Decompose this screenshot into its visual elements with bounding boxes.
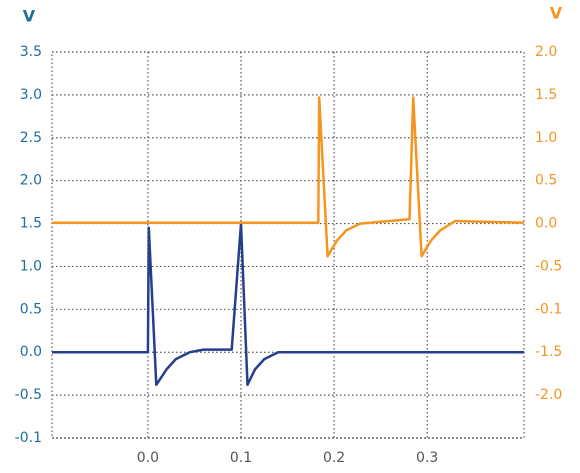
y2-axis-label: V	[550, 4, 563, 23]
y2-tick-label: 0.0	[535, 216, 557, 232]
y2-tick-label: -2.0	[535, 387, 562, 403]
y-tick-label: -0.5	[15, 387, 42, 403]
series-line	[52, 96, 525, 258]
y-tick-label: 2.0	[20, 173, 42, 189]
x-tick-label: 0.0	[137, 450, 159, 466]
y2-tick-label: 1.5	[535, 87, 557, 103]
y-axis-label: V	[23, 7, 36, 26]
x-tick-label: 0.3	[416, 450, 438, 466]
y-tick-label: 1.0	[20, 258, 42, 274]
y-tick-label: 3.0	[20, 87, 42, 103]
y-tick-label: 2.5	[20, 130, 42, 146]
y2-tick-label: 2.0	[535, 44, 557, 60]
y-tick-label: 3.5	[20, 44, 42, 60]
x-tick-label: 0.2	[323, 450, 345, 466]
y-tick-label: 0.5	[20, 301, 42, 317]
y2-tick-label: 1.0	[535, 130, 557, 146]
plot-border	[51, 51, 525, 439]
y2-tick-label: -0.5	[535, 258, 562, 274]
y-tick-label: 0.0	[20, 344, 42, 360]
y2-tick-label: -0.1	[535, 301, 562, 317]
y-tick-label: -0.1	[15, 430, 42, 446]
y2-tick-label: -1.5	[535, 344, 562, 360]
x-tick-label: 0.1	[230, 450, 252, 466]
y2-tick-label: 0.5	[535, 173, 557, 189]
series-line	[52, 222, 524, 387]
y-tick-label: 1.5	[20, 216, 42, 232]
